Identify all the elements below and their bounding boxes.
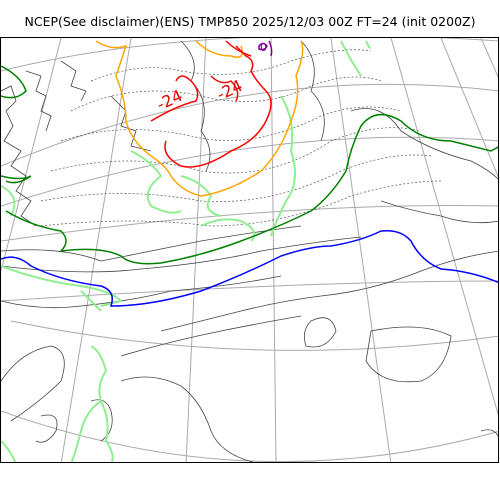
coastlines [1,40,498,462]
isotherm [210,75,239,102]
isotherm [60,106,402,142]
coastline [120,315,302,357]
coastline [380,200,498,224]
isotherm-red [150,40,272,168]
coastline [160,250,498,332]
latitude-line [10,320,498,351]
isotherm [164,45,272,168]
isotherms-dark-green [1,65,498,265]
isotherm [150,75,199,122]
isotherm [90,49,372,82]
isotherm [1,265,123,307]
contour-label-zero: 0 [260,41,267,54]
coastline [180,40,211,172]
graticule [1,38,498,462]
latitude-line [1,38,498,72]
isotherm [1,65,27,99]
isotherm [258,42,268,51]
isotherm [268,40,273,57]
coastline [303,317,337,348]
map-canvas: -24 -24 0 [1,38,498,462]
isotherm [225,40,252,57]
isotherm [1,175,32,184]
coastline [1,275,282,309]
coastline [35,414,58,443]
isotherm [200,218,256,242]
coastline [350,108,498,180]
isotherm-blue [1,229,498,307]
longitude-line [60,38,132,462]
isotherm [5,113,498,265]
coastline [60,60,87,102]
latitude-line [1,204,498,242]
coastline [365,326,452,383]
isotherm-purple [258,40,273,57]
latitude-line [1,83,498,167]
coastline [480,429,498,437]
latitude-line [1,410,498,462]
coastline [1,236,362,273]
isotherm [1,229,498,307]
isotherms-light-green [1,40,371,462]
contour-label-minus24-left: -24 [154,86,186,114]
coastline [300,40,325,142]
isotherm [1,440,17,462]
map-frame: -24 -24 0 [0,37,499,463]
isotherm [40,154,432,202]
coastline [1,345,65,422]
isotherm [40,180,442,227]
coastline [120,376,255,462]
latitude-line [1,136,498,207]
isotherm [70,76,382,112]
longitude-line [440,38,498,178]
latitude-line [1,280,498,302]
isotherm [340,40,362,77]
coastline [1,85,37,227]
isotherm [130,150,182,214]
isotherm [70,345,108,462]
isotherm [180,175,222,217]
longitude-line [1,38,62,272]
isotherm [50,127,422,174]
isotherm [365,40,371,49]
longitude-line [270,38,277,462]
longitude-line [330,38,392,462]
coastline [1,225,302,262]
isotherm [270,95,296,237]
isotherms-dotted [40,49,442,227]
isotherm [100,400,114,462]
isotherm [95,40,304,197]
longitude-line [390,38,498,416]
map-title: NCEP(See disclaimer)(ENS) TMP850 2025/12… [24,14,476,29]
isotherm [80,290,102,312]
coastline [25,70,52,132]
longitude-line [480,38,498,78]
isotherm [1,185,16,217]
